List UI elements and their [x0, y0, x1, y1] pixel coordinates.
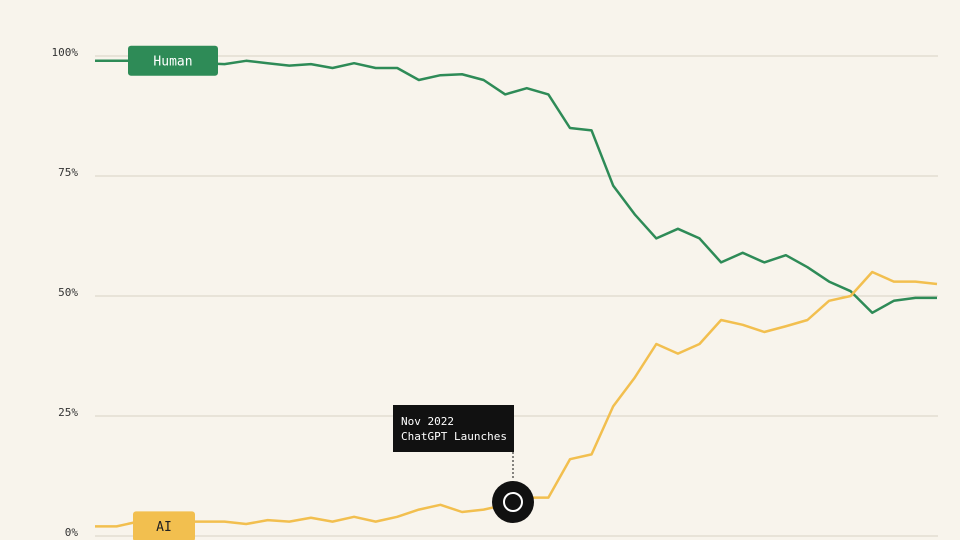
series-line [95, 59, 937, 315]
annotation-marker [492, 481, 534, 523]
y-tick-label: 100% [52, 46, 79, 59]
y-tick-label: 50% [58, 286, 78, 299]
series-name: AI [156, 520, 172, 535]
y-tick-label: 75% [58, 166, 78, 179]
y-tick-label: 0% [65, 526, 79, 539]
annotation-icon [503, 492, 523, 512]
annotation: Nov 2022 ChatGPT Launches [393, 405, 514, 480]
y-tick-label: 25% [58, 406, 78, 419]
annotation-date: Nov 2022 [401, 415, 454, 428]
annotation-box [393, 405, 514, 452]
series-tag [133, 511, 195, 540]
annotation-text: ChatGPT Launches [401, 430, 507, 443]
series-name: Human [153, 54, 192, 69]
series-tag [128, 45, 218, 76]
